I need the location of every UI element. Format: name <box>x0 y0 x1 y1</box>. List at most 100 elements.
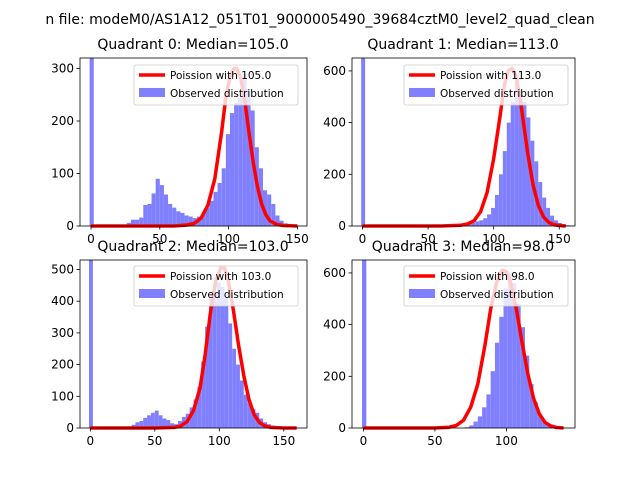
histogram-bar <box>507 272 513 428</box>
histogram-bar <box>471 222 476 226</box>
histogram-bar <box>490 371 495 428</box>
histogram-bar <box>520 327 525 428</box>
histogram-bar <box>554 220 558 226</box>
y-tick-label: 200 <box>51 358 74 372</box>
histogram-bar <box>494 194 499 226</box>
subplot-quadrant-1: Quadrant 1: Median=113.0 0 50 100 150 0 200 40… <box>323 37 576 246</box>
histogram-bar <box>533 402 538 428</box>
histogram-bar <box>271 203 276 226</box>
histogram-bar <box>216 282 221 428</box>
subplot-title: Quadrant 2: Median=103.0 <box>97 239 288 255</box>
histogram-bar <box>251 408 256 428</box>
histogram-bar <box>155 178 160 226</box>
histogram-bar <box>197 386 202 428</box>
legend-observed-swatch <box>409 289 435 298</box>
y-tick-label: 400 <box>323 116 346 130</box>
legend: Poission with 113.0 Observed distributio… <box>403 64 569 106</box>
x-tick-label: 100 <box>208 434 231 448</box>
histogram-bar <box>168 203 173 226</box>
plot-area: 0 50 100 150 0 100 200 300 <box>51 57 309 246</box>
histogram-bar <box>522 101 527 226</box>
subplot-title: Quadrant 1: Median=113.0 <box>367 37 558 53</box>
histogram-bar <box>130 219 136 226</box>
histogram-bar <box>477 416 483 428</box>
histogram-bar <box>506 122 511 226</box>
histogram-bar <box>498 174 503 226</box>
histogram-bar <box>212 291 217 428</box>
y-tick-label: 400 <box>323 318 346 332</box>
y-tick-label: 100 <box>51 167 74 181</box>
legend-poisson-label: Poission with 113.0 <box>440 70 541 82</box>
histogram-bar <box>150 412 155 428</box>
histogram-bar <box>246 89 251 226</box>
histogram-bar <box>238 97 243 227</box>
histogram-bar <box>143 417 148 428</box>
x-tick-label: 150 <box>548 232 571 246</box>
legend-observed-swatch <box>139 289 165 298</box>
histogram-bar <box>162 418 167 428</box>
histogram-bar <box>234 102 239 227</box>
histogram-bar <box>201 361 206 428</box>
x-tick-label: 50 <box>152 232 167 246</box>
histogram-bar <box>503 288 508 428</box>
legend-frame <box>403 64 569 106</box>
legend: Poission with 103.0 Observed distributio… <box>133 265 299 307</box>
histogram-bar <box>143 205 148 226</box>
x-tick-label: 0 <box>359 232 367 246</box>
x-tick-label: 50 <box>147 434 162 448</box>
histogram-bar <box>516 303 521 428</box>
histogram-bar <box>242 73 247 226</box>
legend: Poission with 98.0 Observed distribution <box>403 265 569 307</box>
subplot-title: Quadrant 0: Median=105.0 <box>97 37 288 53</box>
histogram-bar <box>236 364 240 428</box>
histogram-bar <box>494 342 500 428</box>
y-tick-label: 200 <box>323 369 346 383</box>
histogram-bar <box>229 113 235 227</box>
subplot-quadrant-0: Quadrant 0: Median=105.0 0 50 100 150 0 100 20… <box>51 37 309 246</box>
histogram-bar <box>247 402 252 428</box>
legend-observed-label: Observed distribution <box>170 289 284 301</box>
histogram-bar <box>487 214 492 226</box>
y-tick-label: 0 <box>338 219 346 233</box>
x-tick-label: 100 <box>482 232 505 246</box>
histogram-bar <box>89 260 93 428</box>
y-tick-label: 0 <box>66 219 74 233</box>
histogram-bar <box>209 200 214 226</box>
histogram-bar <box>479 220 484 226</box>
histogram-bar <box>220 286 225 428</box>
histogram-bar <box>542 421 547 428</box>
histogram-bar <box>267 194 272 226</box>
axes-frame <box>79 259 308 429</box>
y-tick-label: 400 <box>51 294 74 308</box>
histogram-bar <box>205 207 210 227</box>
histogram-bar <box>482 407 487 428</box>
histogram-bar <box>275 215 280 226</box>
histogram-bar <box>158 415 163 428</box>
histogram-bar <box>550 215 555 226</box>
legend-observed-swatch <box>139 88 165 97</box>
histogram-bar <box>279 220 284 226</box>
y-tick-label: 600 <box>323 266 346 280</box>
histogram-bar <box>243 394 248 428</box>
histogram-bar <box>228 323 233 428</box>
legend-observed-swatch <box>409 88 435 97</box>
histogram-bar <box>172 207 177 227</box>
y-tick-label: 300 <box>51 62 74 76</box>
legend-poisson-label: Poission with 98.0 <box>440 271 535 283</box>
histogram-bar <box>170 423 175 428</box>
figure-suptitle: n file: modeM0/AS1A12_051T01_9000005490_… <box>45 12 594 28</box>
histogram-bar <box>201 214 206 226</box>
plot-area: 0 50 100 150 0 200 400 600 <box>323 57 576 246</box>
histogram-bar <box>518 91 523 226</box>
histogram-bar <box>469 425 474 428</box>
histogram-bar <box>526 117 531 226</box>
y-tick-label: 0 <box>66 421 74 435</box>
histogram-bar <box>147 415 151 428</box>
x-tick-label: 150 <box>272 434 295 448</box>
legend-observed-label: Observed distribution <box>440 289 554 301</box>
histogram-bar <box>184 215 189 226</box>
histogram-bar <box>524 355 530 428</box>
histogram-bar <box>514 81 519 226</box>
x-tick-label: 100 <box>495 434 518 448</box>
